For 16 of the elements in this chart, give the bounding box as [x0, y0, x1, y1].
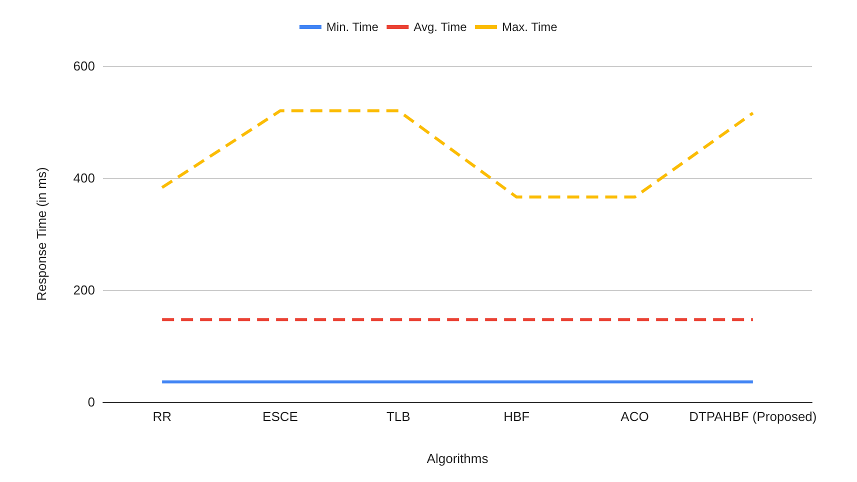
legend-label: Min. Time [326, 20, 379, 34]
y-tick-label: 600 [73, 58, 95, 74]
x-tick-label: ACO [620, 409, 649, 424]
x-tick-label: HBF [504, 409, 530, 424]
legend-label: Avg. Time [414, 20, 468, 34]
y-tick-label: 0 [88, 394, 95, 410]
x-axis-title: Algorithms [426, 451, 489, 466]
y-axis-title: Response Time (in ms) [34, 167, 49, 301]
x-tick-label: TLB [386, 409, 410, 424]
y-tick-label: 400 [73, 170, 95, 186]
x-tick-label: DTPAHBF (Proposed) [689, 409, 817, 424]
line-series [160, 109, 754, 199]
x-tick-label: RR [152, 409, 172, 424]
x-tick-label: ESCE [262, 409, 298, 424]
y-tick-label: 200 [73, 282, 95, 298]
legend-label: Max. Time [502, 20, 558, 34]
